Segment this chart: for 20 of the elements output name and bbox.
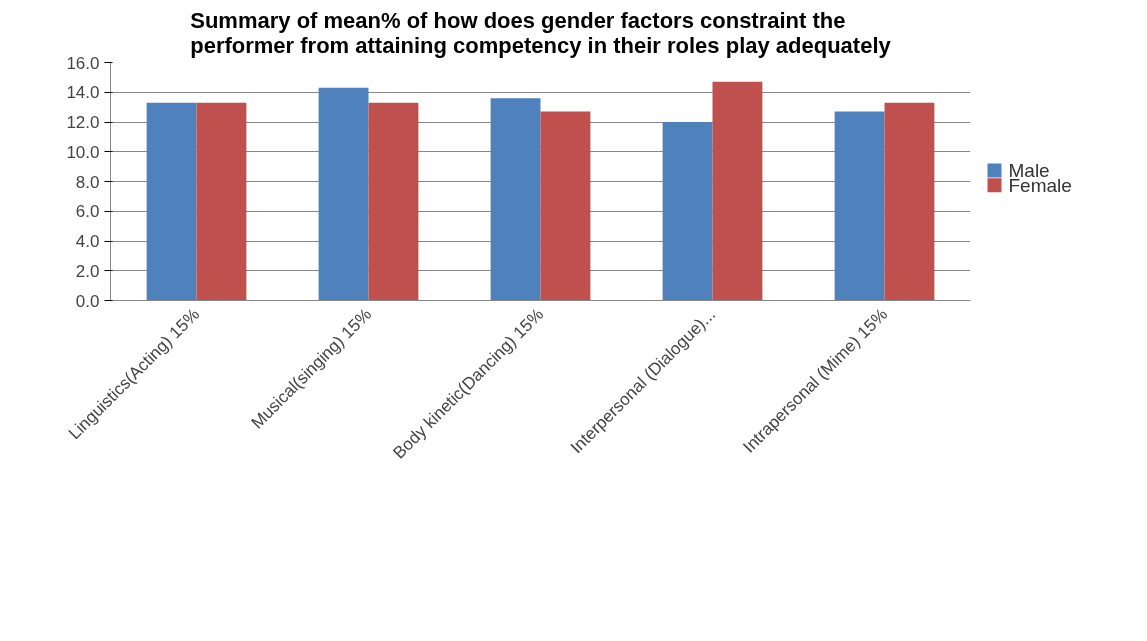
bar: [834, 111, 885, 301]
y-tick-label: 0.0: [75, 291, 100, 311]
bar: [490, 98, 541, 301]
y-tick-label: 4.0: [75, 232, 100, 251]
y-tick-label: 8.0: [75, 172, 100, 192]
bar: [196, 102, 247, 301]
y-tick-label: 6.0: [75, 202, 100, 222]
bar: [540, 111, 591, 301]
y-tick-label: 14.0: [66, 83, 100, 103]
bar: [146, 102, 197, 301]
bar: [318, 87, 369, 301]
y-tick-label: 12.0: [66, 113, 100, 132]
bar: [884, 102, 935, 301]
bar: [368, 102, 419, 301]
y-tick-label: 10.0: [66, 142, 100, 162]
y-tick-label: 2.0: [75, 261, 100, 281]
bar: [712, 81, 763, 301]
bar: [662, 122, 713, 301]
y-tick-label: 16.0: [66, 53, 100, 73]
chart-title: Summary of mean% of how does gender factors constraint the performer from attaining competency in their roles play adequately: [190, 7, 892, 58]
